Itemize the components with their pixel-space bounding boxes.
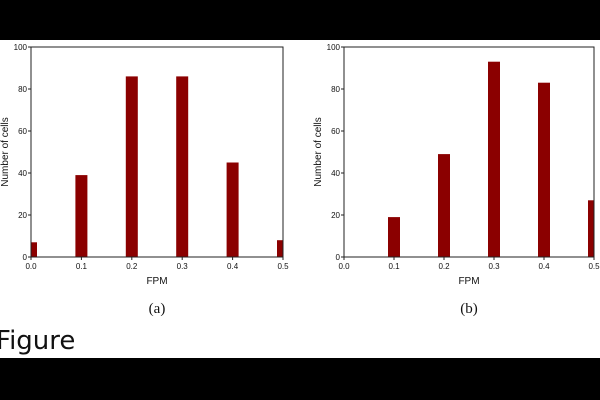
x-tick-label: 0.2 bbox=[126, 262, 138, 271]
x-tick-label: 0.3 bbox=[177, 262, 189, 271]
y-tick-label: 20 bbox=[18, 211, 27, 220]
x-tick-label: 0.4 bbox=[227, 262, 239, 271]
bar bbox=[277, 240, 283, 257]
y-tick-label: 0 bbox=[23, 253, 28, 262]
plot-frame bbox=[30, 46, 284, 258]
y-tick-label: 100 bbox=[14, 43, 28, 52]
y-axis-label: Number of cells bbox=[0, 117, 11, 186]
y-tick-label: 20 bbox=[331, 211, 340, 220]
bar bbox=[31, 242, 37, 257]
bar bbox=[438, 154, 450, 257]
y-tick-label: 100 bbox=[327, 43, 341, 52]
x-tick-label: 0.0 bbox=[338, 262, 350, 271]
y-tick-label: 40 bbox=[18, 169, 27, 178]
x-tick-label: 0.3 bbox=[488, 262, 500, 271]
bar bbox=[75, 175, 88, 257]
x-tick-label: 0.1 bbox=[76, 262, 88, 271]
figure-caption-label: Figure bbox=[0, 326, 76, 356]
y-axis-label: Number of cells bbox=[313, 117, 324, 186]
x-tick-label: 0.0 bbox=[25, 262, 37, 271]
panel-tag: (a) bbox=[149, 301, 166, 317]
x-tick-label: 0.1 bbox=[388, 262, 400, 271]
x-tick-label: 0.5 bbox=[588, 262, 600, 271]
y-tick-label: 0 bbox=[336, 253, 341, 262]
bar bbox=[488, 61, 500, 258]
bar bbox=[388, 217, 400, 257]
bar bbox=[226, 162, 239, 257]
panel-tag: (b) bbox=[460, 301, 478, 317]
plot-frame bbox=[343, 46, 595, 258]
x-tick-label: 0.4 bbox=[538, 262, 550, 271]
bar bbox=[125, 76, 138, 258]
y-tick-label: 80 bbox=[18, 85, 27, 94]
bar bbox=[588, 200, 594, 257]
figure-background bbox=[0, 40, 600, 358]
x-tick-label: 0.2 bbox=[438, 262, 450, 271]
y-tick-label: 80 bbox=[331, 85, 340, 94]
y-tick-label: 60 bbox=[331, 127, 340, 136]
y-tick-label: 60 bbox=[18, 127, 27, 136]
x-axis-label: FPM bbox=[146, 276, 167, 287]
chart-panel-b: 0.0 0.1 0.2 0.3 0.4 0.5 0 20 40 60 80 100 FPM Number … bbox=[313, 43, 600, 317]
x-axis-label: FPM bbox=[458, 276, 479, 287]
bar bbox=[176, 76, 189, 258]
y-tick-label: 40 bbox=[331, 169, 340, 178]
chart-panel-a: 0.0 0.1 0.2 0.3 0.4 0.5 0 20 40 60 80 100 FPM Number … bbox=[0, 43, 289, 317]
x-tick-label: 0.5 bbox=[277, 262, 289, 271]
bar bbox=[538, 82, 550, 257]
